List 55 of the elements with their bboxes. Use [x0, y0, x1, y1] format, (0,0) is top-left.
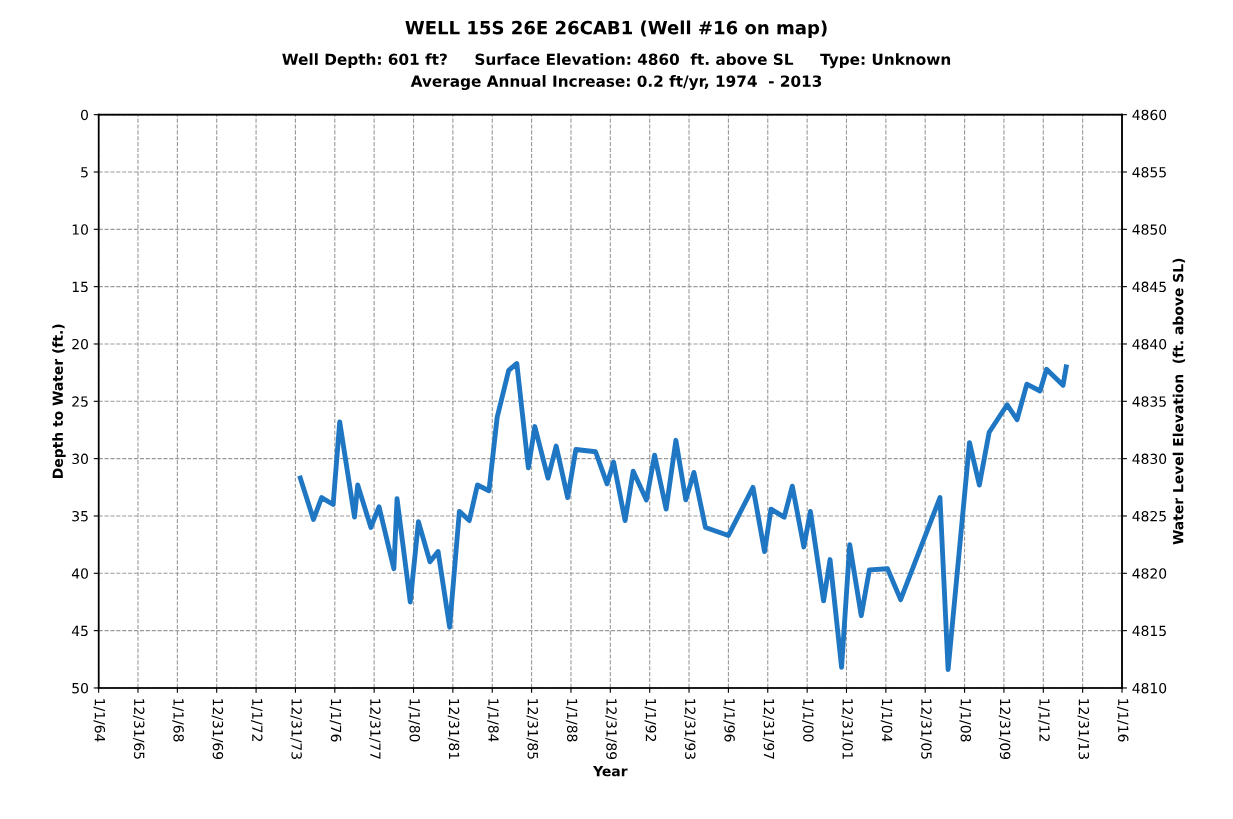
y-tick-label: 25	[72, 396, 88, 407]
y-tick-label: 0	[81, 109, 88, 121]
x-tick-label: 1/1/84	[487, 699, 499, 742]
x-tick-label: 1/1/08	[959, 699, 972, 742]
y2-tick-label: 4830	[1132, 453, 1167, 465]
y-tick-label: 35	[72, 510, 88, 522]
x-tick-label: 12/31/85	[526, 699, 539, 759]
x-tick-label: 12/31/69	[211, 699, 224, 760]
x-tick-label: 12/31/81	[447, 699, 460, 759]
x-tick-label: 12/31/13	[1077, 699, 1090, 759]
x-tick-label: 12/31/09	[998, 699, 1011, 760]
y-tick-label: 5	[81, 167, 88, 178]
x-tick-label: 1/1/96	[723, 699, 735, 742]
x-tick-label: 1/1/68	[172, 699, 184, 742]
chart-subtitle: Well Depth: 601 ft? Surface Elevation: 4860 ft. above SL Type: Unknown Average Annual Increase: 0.2 ft/yr, 1974 - 2013	[282, 53, 951, 91]
x-tick-label: 1/1/16	[1116, 699, 1129, 742]
y2-tick-label: 4845	[1132, 281, 1166, 293]
chart-title: WELL 15S 26E 26CAB1 (Well #16 on map)	[405, 20, 827, 38]
y-tick-label: 15	[72, 281, 88, 293]
y-tick-label: 50	[72, 682, 88, 694]
x-tick-label: 12/31/73	[290, 699, 302, 759]
x-tick-label: 1/1/76	[329, 699, 342, 742]
x-axis-title: Year	[592, 766, 628, 777]
y2-tick-label: 4840	[1132, 338, 1167, 350]
x-tick-label: 1/1/92	[644, 699, 657, 741]
y2-tick-label: 4855	[1132, 166, 1166, 178]
y2-tick-label: 4835	[1132, 396, 1166, 407]
x-tick-label: 1/1/12	[1038, 699, 1050, 741]
y2-tick-label: 4850	[1132, 224, 1167, 235]
line-series	[297, 361, 1069, 673]
y-tick-label: 30	[72, 453, 88, 465]
x-tick-label: 12/31/65	[132, 699, 145, 759]
y2-tick-label: 4820	[1132, 568, 1167, 579]
y2-tick-label: 4810	[1132, 682, 1167, 694]
y-tick-label: 20	[72, 338, 88, 350]
y-tick-label: 45	[71, 625, 88, 637]
x-tick-label: 12/31/01	[841, 699, 853, 759]
x-tick-label: 1/1/04	[880, 699, 893, 742]
x-tick-label: 1/1/00	[802, 699, 814, 742]
y-tick-label: 40	[71, 568, 88, 579]
y2-tick-label: 4825	[1132, 510, 1166, 522]
y-tick-label: 10	[72, 224, 88, 235]
y2-axis-title: Water Level Elevation (ft. above SL)	[1172, 258, 1186, 545]
y2-tick-label: 4860	[1132, 109, 1167, 121]
x-tick-label: 12/31/77	[369, 699, 381, 759]
x-tick-label: 1/1/64	[93, 699, 106, 742]
x-tick-label: 12/31/05	[920, 699, 932, 759]
y2-tick-label: 4815	[1132, 625, 1166, 637]
x-tick-label: 12/31/89	[605, 699, 617, 760]
y-axis-title: Depth to Water (ft.)	[52, 324, 66, 478]
x-tick-label: 12/31/97	[762, 699, 775, 759]
x-tick-label: 1/1/72	[250, 699, 263, 741]
x-tick-label: 12/31/93	[683, 699, 696, 759]
x-tick-label: 1/1/88	[565, 699, 578, 742]
x-tick-label: 1/1/80	[408, 699, 420, 742]
